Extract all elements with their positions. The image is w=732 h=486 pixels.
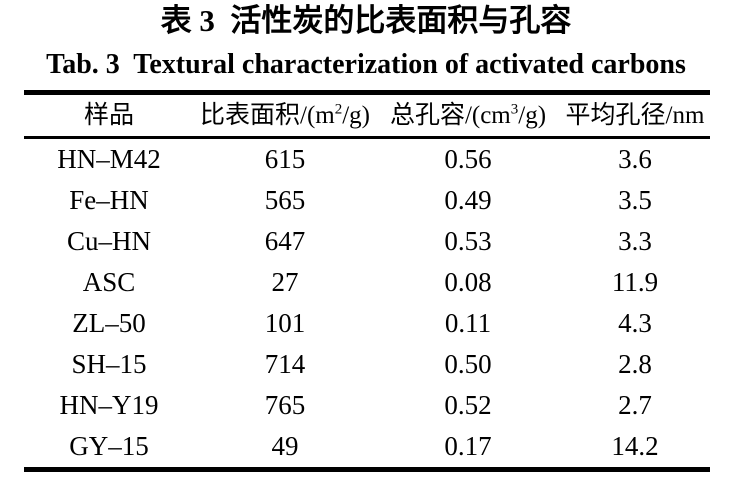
cell-surface-area: 49 — [271, 431, 299, 462]
column-header-avg-pore-diameter: 平均孔径/nm — [565, 102, 705, 130]
cell-avg-pore-diameter: 2.7 — [618, 390, 652, 421]
cell-avg-pore-diameter: 3.5 — [618, 185, 652, 216]
table-row: Cu–HN 647 0.53 3.3 — [24, 221, 710, 262]
cell-avg-pore-diameter: 11.9 — [611, 267, 659, 298]
cell-sample: ASC — [82, 267, 136, 298]
table-title-zh: 表 3 活性炭的比表面积与孔容 — [160, 3, 572, 38]
cell-avg-pore-diameter: 3.3 — [618, 226, 652, 257]
cell-surface-area: 615 — [264, 144, 306, 175]
cell-sample: HN–M42 — [57, 144, 161, 175]
table-row: GY–15 49 0.17 14.2 — [24, 426, 710, 470]
table-row: HN–Y19 765 0.52 2.7 — [24, 385, 710, 426]
cell-sample: Fe–HN — [69, 185, 149, 216]
table-title-en: Tab. 3 Textural characterization of acti… — [46, 48, 686, 80]
column-header-surface-area: 比表面积/(m2/g) — [200, 102, 370, 130]
cell-surface-area: 714 — [264, 349, 306, 380]
column-header-pore-volume: 总孔容/(cm3/g) — [389, 102, 547, 130]
cell-surface-area: 565 — [264, 185, 306, 216]
cell-pore-volume: 0.11 — [444, 308, 492, 339]
table-row: HN–M42 615 0.56 3.6 — [24, 138, 710, 181]
cell-pore-volume: 0.53 — [444, 226, 492, 257]
header-superscript: 2 — [334, 102, 343, 119]
cell-avg-pore-diameter: 2.8 — [618, 349, 652, 380]
table-row: SH–15 714 0.50 2.8 — [24, 344, 710, 385]
cell-pore-volume: 0.17 — [444, 431, 492, 462]
cell-pore-volume: 0.56 — [444, 144, 492, 175]
cell-surface-area: 647 — [264, 226, 306, 257]
table-header-row: 样品 比表面积/(m2/g) 总孔容/(cm3/g) 平均孔径/nm — [24, 93, 710, 138]
cell-sample: HN–Y19 — [59, 390, 159, 421]
cell-pore-volume: 0.50 — [444, 349, 492, 380]
cell-sample: Cu–HN — [66, 226, 151, 257]
cell-pore-volume: 0.49 — [444, 185, 492, 216]
cell-avg-pore-diameter: 3.6 — [618, 144, 652, 175]
cell-sample: GY–15 — [69, 431, 149, 462]
textural-characterization-table: 样品 比表面积/(m2/g) 总孔容/(cm3/g) 平均孔径/nm HN–M4… — [24, 90, 710, 473]
cell-surface-area: 27 — [271, 267, 299, 298]
cell-surface-area: 765 — [264, 390, 306, 421]
cell-pore-volume: 0.52 — [444, 390, 492, 421]
cell-pore-volume: 0.08 — [444, 267, 492, 298]
cell-avg-pore-diameter: 14.2 — [611, 431, 659, 462]
cell-sample: ZL–50 — [72, 308, 146, 339]
cell-sample: SH–15 — [71, 349, 147, 380]
cell-avg-pore-diameter: 4.3 — [618, 308, 652, 339]
column-header-sample: 样品 — [83, 102, 134, 130]
cell-surface-area: 101 — [264, 308, 306, 339]
table-row: Fe–HN 565 0.49 3.5 — [24, 180, 710, 221]
table-row: ZL–50 101 0.11 4.3 — [24, 303, 710, 344]
table-row: ASC 27 0.08 11.9 — [24, 262, 710, 303]
header-superscript: 3 — [510, 102, 519, 119]
